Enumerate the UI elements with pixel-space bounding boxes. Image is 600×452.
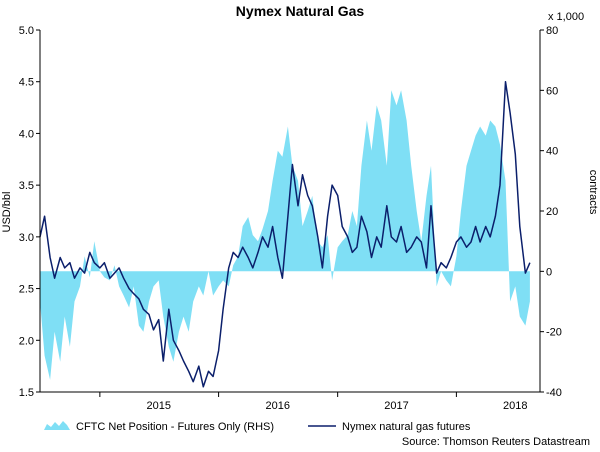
left-tick-label: 4.5 bbox=[19, 77, 34, 89]
left-tick-label: 1.5 bbox=[19, 387, 34, 399]
left-tick-label: 2.5 bbox=[19, 284, 34, 296]
legend-line-label: Nymex natural gas futures bbox=[342, 421, 471, 433]
legend-area-label: CFTC Net Position - Futures Only (RHS) bbox=[76, 421, 274, 433]
right-tick-label: 80 bbox=[546, 25, 558, 37]
legend-area-swatch bbox=[44, 421, 70, 430]
right-tick-label: 40 bbox=[546, 146, 558, 158]
right-tick-label: -40 bbox=[546, 387, 562, 399]
left-tick-label: 3.5 bbox=[19, 180, 34, 192]
left-tick-label: 2.0 bbox=[19, 335, 34, 347]
area-series-layer bbox=[39, 90, 530, 380]
x-tick-label: 2016 bbox=[266, 400, 290, 412]
nymex-line bbox=[39, 80, 531, 388]
axes-layer: 1.5 2.0 2.5 3.0 3.5 4.0 4.5 5.0 -40 -20 0 20 40 60 80 2… bbox=[19, 25, 562, 412]
right-axis-label: contracts bbox=[587, 170, 599, 215]
chart-title: Nymex Natural Gas bbox=[236, 3, 365, 19]
x-tick-label: 2018 bbox=[503, 400, 527, 412]
right-tick-label: 60 bbox=[546, 85, 558, 97]
left-axis-label: USD/bbl bbox=[1, 192, 13, 233]
line-series-layer bbox=[39, 80, 531, 388]
x-tick-label: 2015 bbox=[146, 400, 170, 412]
cftc-area bbox=[40, 90, 530, 380]
right-axis-multiplier: x 1,000 bbox=[548, 11, 584, 23]
right-tick-label: -20 bbox=[546, 327, 562, 339]
source-note: Source: Thomson Reuters Datastream bbox=[402, 436, 590, 448]
legend: CFTC Net Position - Futures Only (RHS) N… bbox=[44, 421, 471, 433]
left-tick-label: 4.0 bbox=[19, 128, 34, 140]
left-tick-label: 3.0 bbox=[19, 232, 34, 244]
x-tick-label: 2017 bbox=[384, 400, 408, 412]
right-tick-label: 20 bbox=[546, 206, 558, 218]
right-tick-label: 0 bbox=[546, 266, 552, 278]
left-tick-label: 5.0 bbox=[19, 25, 34, 37]
